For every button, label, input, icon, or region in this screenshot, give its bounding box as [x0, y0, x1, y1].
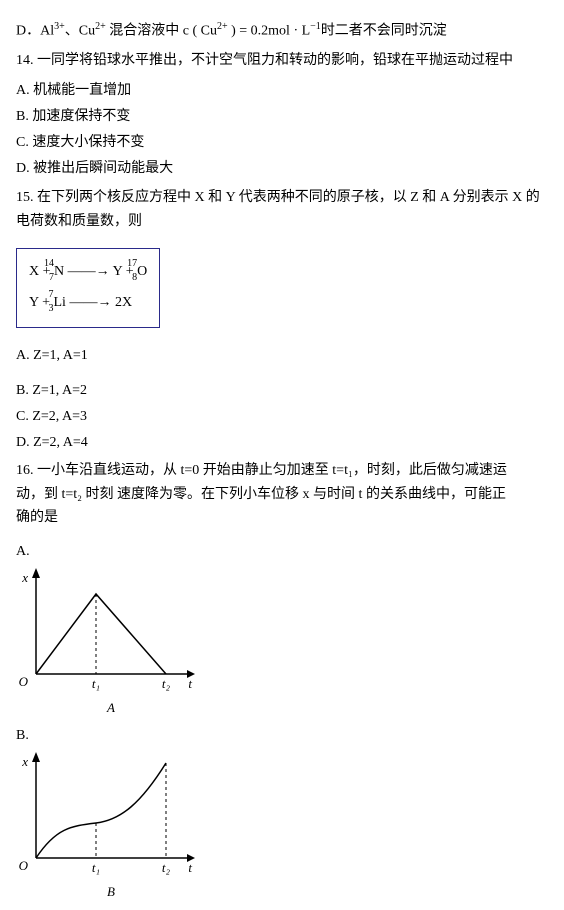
nuclear-eq-2: Y + 73Li ——→ 2X [29, 288, 147, 319]
svg-text:t: t [188, 860, 192, 875]
q16-stem-l1: 16. 一小车沿直线运动，从 t=0 开始由静止匀加速至 t=t₁，时刻，此后做… [16, 463, 507, 478]
nuclear-eq-1: X + 147N ——→ Y + 178O [29, 257, 147, 288]
svg-text:t: t [188, 676, 192, 691]
optd-sup1: 3+ [54, 21, 65, 32]
q16-fig-b-row: B. x t Ot₁ t₂ B [16, 724, 548, 898]
svg-text:t₂: t₂ [162, 676, 171, 691]
q16-stem-l3: 确的是 [16, 510, 58, 525]
svg-text:A: A [106, 700, 115, 714]
q14-option-c: C. 速度大小保持不变 [16, 131, 548, 155]
q16-fig-a: x t Ot₁ t₂ A [16, 564, 196, 714]
q16-fig-a-row: A. x t Ot₁ t₂ A [16, 540, 548, 714]
nuclide-n: 147N [54, 265, 64, 279]
optd-sup2: 2+ [95, 21, 106, 32]
q15-stem: 15. 在下列两个核反应方程中 X 和 Y 代表两种不同的原子核，以 Z 和 A… [16, 186, 548, 234]
q14-stem: 14. 一同学将铅球水平推出，不计空气阻力和转动的影响，铅球在平抛运动过程中 [16, 49, 548, 73]
q15-option-b: B. Z=1, A=2 [16, 379, 548, 403]
svg-text:t₁: t₁ [92, 676, 100, 691]
q16-stem: 16. 一小车沿直线运动，从 t=0 开始由静止匀加速至 t=t₁，时刻，此后做… [16, 459, 548, 530]
nuclide-o: 178O [137, 265, 147, 279]
svg-text:x: x [21, 754, 28, 769]
q15-option-c: C. Z=2, A=3 [16, 405, 548, 429]
q16-stem-l2: 动，到 t=t₂ 时刻 速度降为零。在下列小车位移 x 与时间 t 的关系曲线中… [16, 487, 506, 502]
prev-option-d: D．Al3+、Cu2+ 混合溶液中 c ( Cu2+ ) = 0.2mol · … [16, 18, 548, 43]
q14-option-b: B. 加速度保持不变 [16, 105, 548, 129]
optd-mid2: 混合溶液中 c ( Cu [106, 24, 217, 39]
svg-text:t₂: t₂ [162, 860, 171, 875]
optd-mid3: ) = 0.2mol · L [228, 24, 311, 39]
nuclear-equation-box: X + 147N ——→ Y + 178O Y + 73Li ——→ 2X [16, 248, 160, 328]
q16-fig-b: x t Ot₁ t₂ B [16, 748, 196, 898]
svg-text:t₁: t₁ [92, 860, 100, 875]
svg-text:O: O [19, 674, 29, 689]
svg-text:x: x [21, 570, 28, 585]
eq2-arrow: ——→ 2X [66, 295, 132, 310]
optd-mid1: 、Cu [65, 24, 95, 39]
q15-option-a: A. Z=1, A=1 [16, 344, 548, 368]
optd-sup4: −1 [310, 21, 321, 32]
optd-text: D．Al [16, 24, 54, 39]
q14-option-d: D. 被推出后瞬间动能最大 [16, 157, 548, 181]
q15-option-d: D. Z=2, A=4 [16, 431, 548, 455]
svg-text:O: O [19, 858, 29, 873]
nuclide-li: 73Li [54, 296, 66, 310]
q14-option-a: A. 机械能一直增加 [16, 79, 548, 103]
svg-text:B: B [107, 884, 115, 898]
q16-option-a-mark: A. [16, 540, 30, 564]
optd-tail: 时二者不会同时沉淀 [321, 24, 447, 39]
optd-sup3: 2+ [217, 21, 228, 32]
q16-option-b-mark: B. [16, 724, 29, 748]
